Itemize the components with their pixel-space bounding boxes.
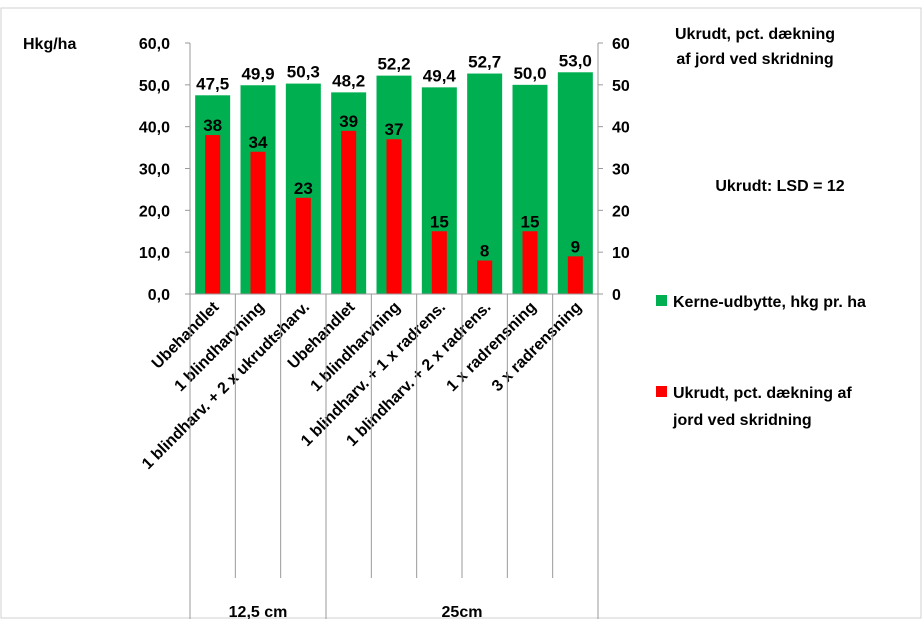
y-tick-label: 0,0 — [148, 287, 170, 304]
yield-value-label: 47,5 — [196, 74, 229, 93]
y-tick-label: 60,0 — [139, 36, 170, 53]
yield-value-label: 50,0 — [513, 64, 546, 83]
yield-value-label: 48,2 — [332, 71, 365, 90]
y2-tick-label: 20 — [612, 203, 630, 220]
weed-bar — [477, 260, 493, 294]
weed-bar — [205, 135, 221, 294]
y-tick-label: 50,0 — [139, 78, 170, 95]
y2-axis-title: Ukrudt, pct. dækning — [675, 26, 835, 43]
bars-layer — [195, 72, 593, 295]
weed-value-label: 9 — [571, 237, 580, 256]
y2-axis-title: af jord ved skridning — [676, 51, 833, 68]
y-tick-label: 30,0 — [139, 162, 170, 179]
lsd-annotation: Ukrudt: LSD = 12 — [715, 178, 844, 195]
yield-value-label: 50,3 — [287, 63, 320, 82]
yield-value-label: 49,9 — [241, 64, 274, 83]
legend-label: Kerne-udbytte, hkg pr. ha — [673, 294, 866, 311]
y2-tick-label: 50 — [612, 78, 630, 95]
yield-value-label: 52,2 — [377, 55, 410, 74]
y-tick-label: 10,0 — [139, 245, 170, 262]
weed-value-label: 15 — [521, 212, 540, 231]
legend-swatch — [656, 295, 667, 306]
weed-bar — [431, 231, 447, 294]
weed-value-label: 15 — [430, 212, 449, 231]
weed-bar — [386, 139, 402, 294]
y2-tick-label: 30 — [612, 162, 630, 179]
y-axis-title: Hkg/ha — [23, 36, 76, 53]
legend-swatch — [656, 386, 667, 397]
weed-bar — [567, 256, 583, 294]
labels-layer: 47,5 38 49,9 34 50,3 23 48,2 39 52,2 37 49,4 15 52,7… — [196, 51, 845, 260]
weed-value-label: 38 — [203, 116, 222, 135]
weed-value-label: 34 — [249, 133, 268, 152]
yield-value-label: 52,7 — [468, 53, 501, 72]
chart-frame — [0, 7, 922, 619]
y2-tick-label: 0 — [612, 287, 621, 304]
weed-value-label: 23 — [294, 179, 313, 198]
y2-tick-label: 10 — [612, 245, 630, 262]
weed-bar — [522, 231, 538, 294]
legend-layer: Kerne-udbytte, hkg pr. ha Ukrudt, pct. dæ… — [656, 294, 866, 429]
y-tick-label: 20,0 — [139, 203, 170, 220]
weed-bar — [341, 130, 357, 294]
weed-value-label: 8 — [480, 242, 489, 261]
y-tick-label: 40,0 — [139, 120, 170, 137]
yield-value-label: 53,0 — [559, 51, 592, 70]
y2-tick-label: 40 — [612, 120, 630, 137]
legend-label: jord ved skridning — [672, 412, 812, 429]
yield-bar — [467, 73, 503, 294]
weed-value-label: 39 — [339, 112, 358, 131]
weed-bar — [295, 197, 311, 294]
legend-label: Ukrudt, pct. dækning af — [673, 385, 852, 402]
y2-tick-label: 60 — [612, 36, 630, 53]
weed-bar — [250, 151, 266, 294]
group-label: 25cm — [442, 604, 483, 619]
weed-value-label: 37 — [385, 120, 404, 139]
group-label: 12,5 cm — [229, 604, 288, 619]
yield-value-label: 49,4 — [423, 66, 457, 85]
